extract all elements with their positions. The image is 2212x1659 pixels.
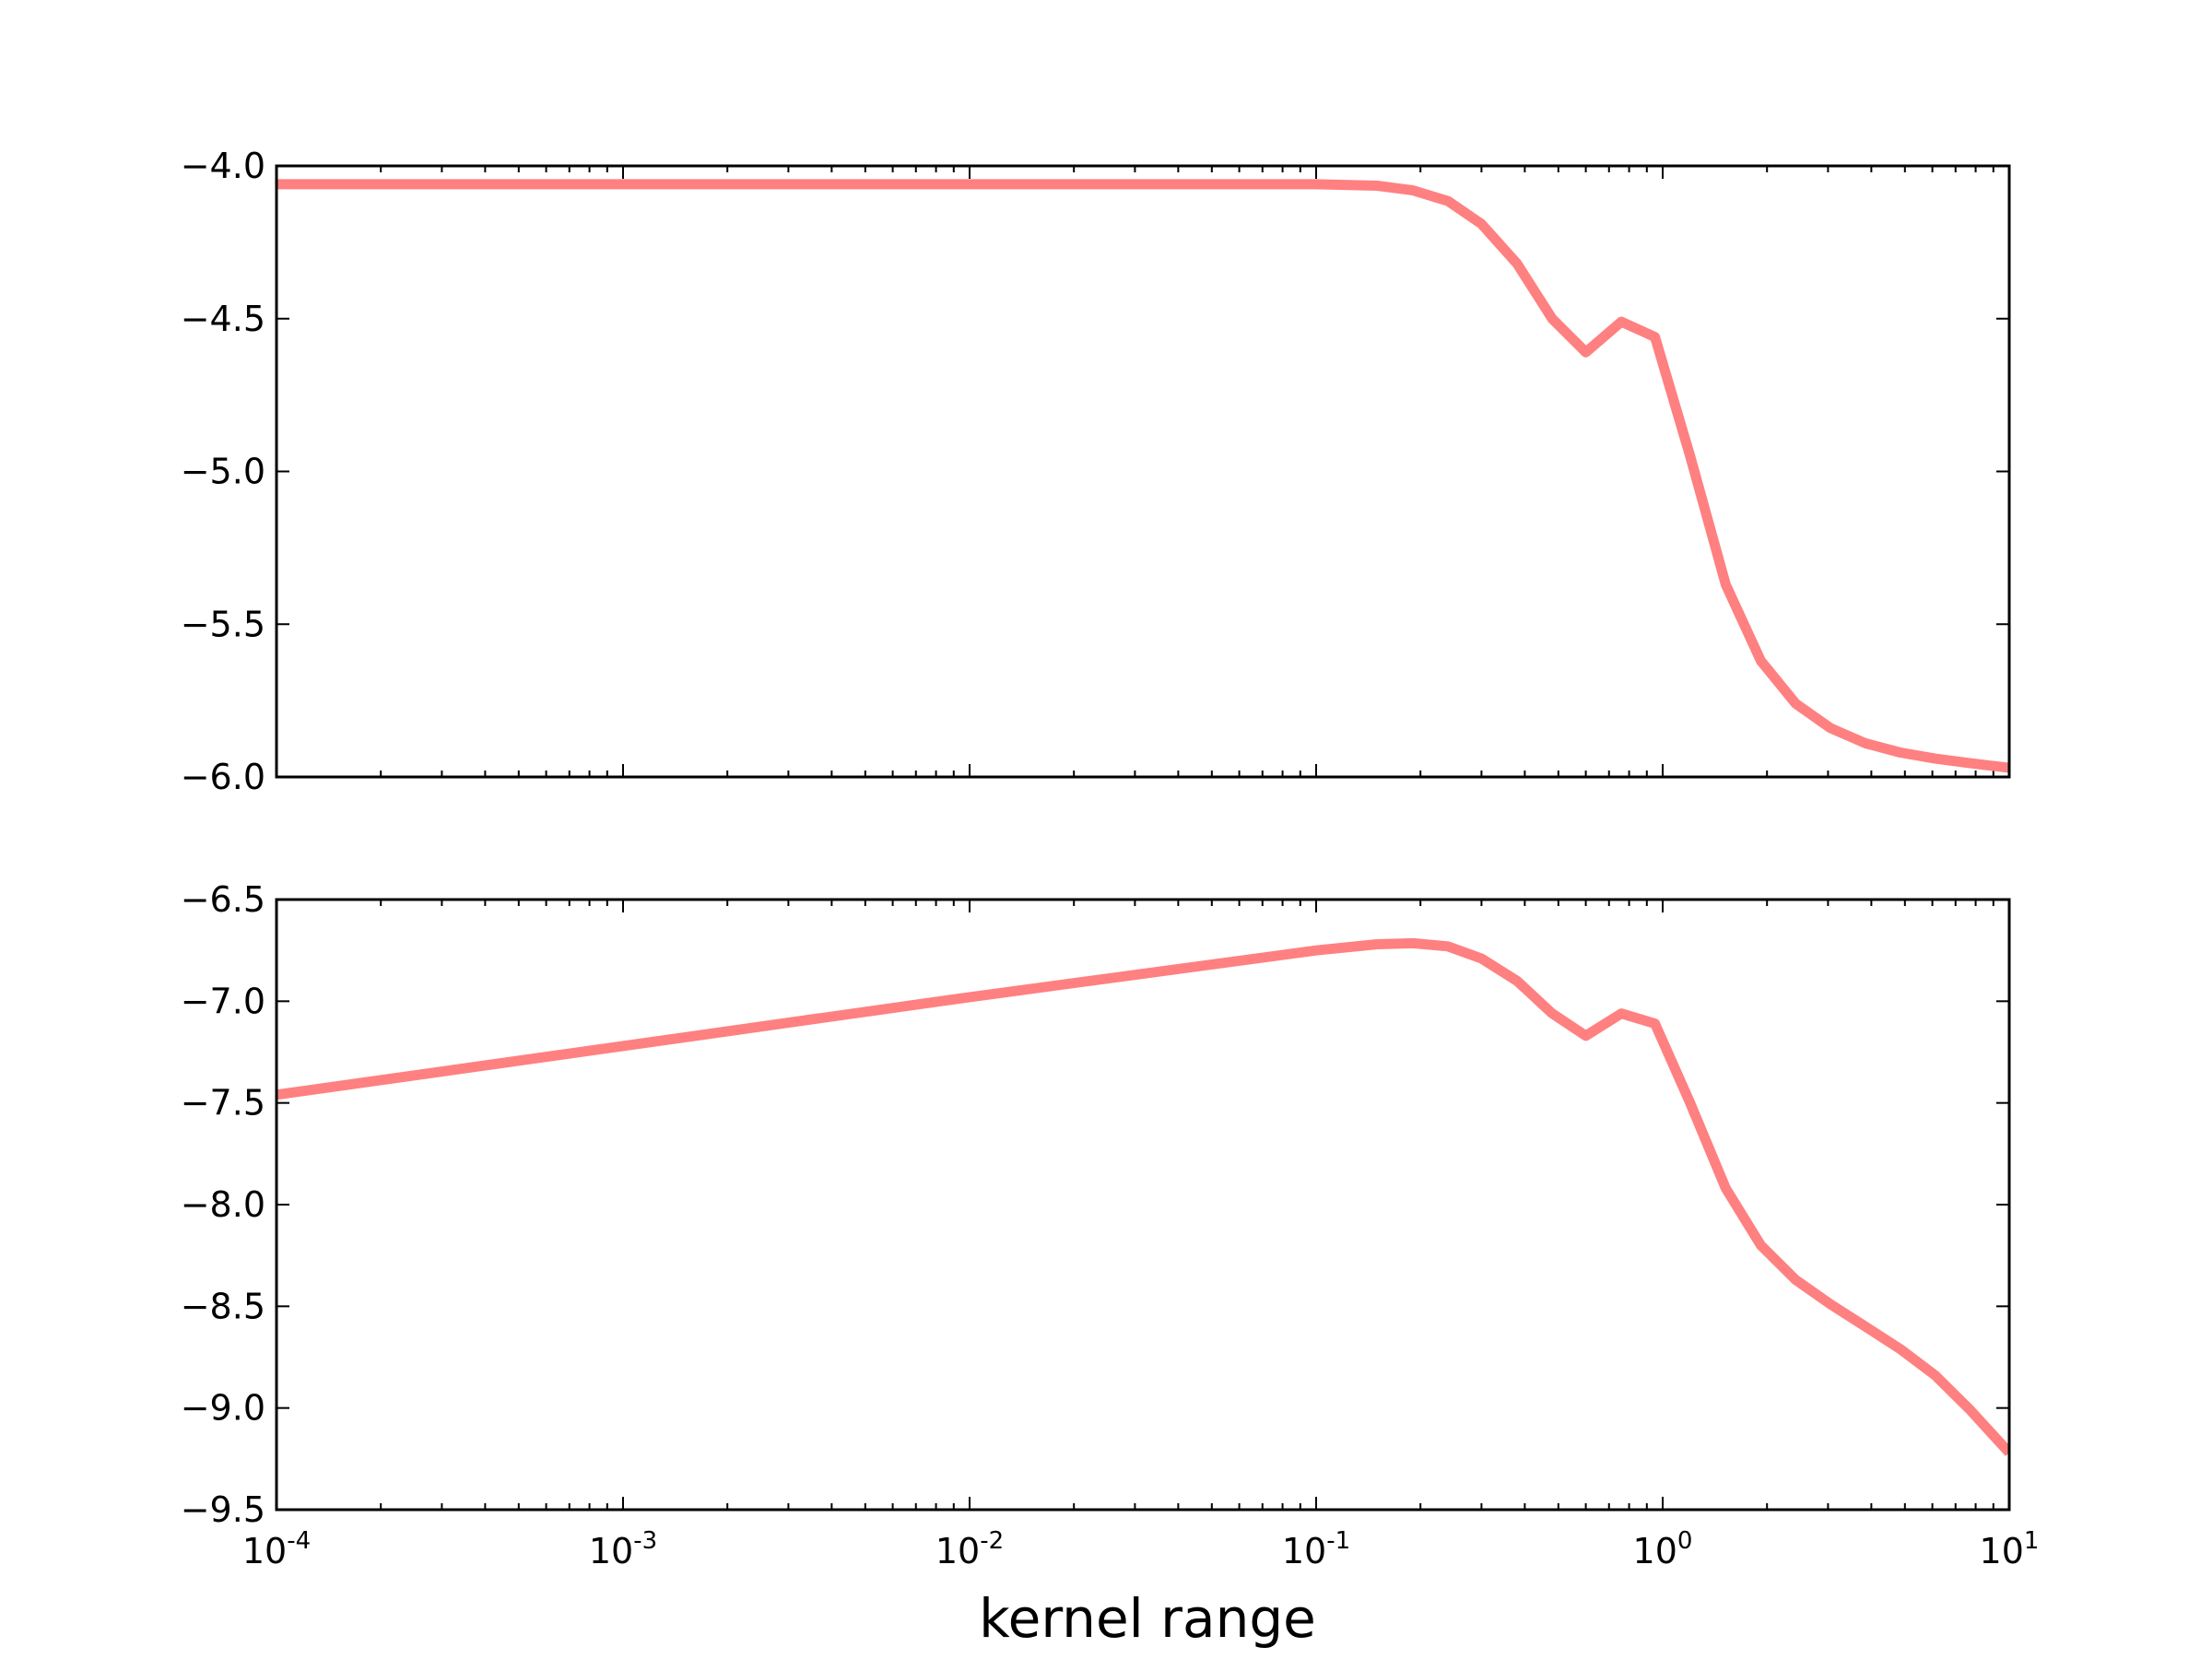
top-panel-ticks: −6.0 −5.5 −5.0 −4.5 −4.0	[181, 146, 2010, 797]
y-tick-label: −4.0	[181, 146, 265, 186]
x-tick-label: 10-4	[242, 1527, 311, 1571]
y-tick-label: −8.5	[181, 1286, 265, 1326]
bottom-panel-plot-area	[276, 937, 2009, 1456]
top-panel: −6.0 −5.5 −5.0 −4.5 −4.0	[181, 146, 2011, 797]
top-panel-frame	[275, 164, 2011, 779]
bottom-panel: −9.5 −9.0 −8.5 −8.0 −7.5 −7.0 −6.5 10-4 10-3 10-2…	[181, 879, 2040, 1571]
bottom-panel-ticks: −9.5 −9.0 −8.5 −8.0 −7.5 −7.0 −6.5 10-4 10-3 10-2…	[181, 879, 2040, 1571]
x-tick-label: 10-3	[589, 1527, 657, 1571]
x-tick-label: 10-2	[935, 1527, 1004, 1571]
y-tick-label: −9.5	[181, 1489, 265, 1530]
y-tick-label: −6.5	[181, 879, 265, 920]
y-tick-label: −5.5	[181, 604, 265, 644]
y-tick-label: −6.0	[181, 757, 265, 797]
bottom-panel-frame	[275, 898, 2011, 1512]
y-tick-label: −7.0	[181, 981, 265, 1021]
series-line	[276, 179, 2009, 773]
series-line	[276, 937, 2009, 1456]
y-tick-label: −4.5	[181, 299, 265, 339]
x-axis-label: kernel range	[979, 1587, 1316, 1650]
y-tick-label: −5.0	[181, 452, 265, 492]
y-tick-label: −8.0	[181, 1184, 265, 1225]
y-tick-label: −9.0	[181, 1388, 265, 1429]
x-tick-label: 100	[1633, 1527, 1693, 1571]
x-tick-label: 10-1	[1282, 1527, 1350, 1571]
y-tick-label: −7.5	[181, 1083, 265, 1124]
x-tick-label: 101	[1980, 1527, 2040, 1571]
top-panel-plot-area	[276, 179, 2009, 773]
